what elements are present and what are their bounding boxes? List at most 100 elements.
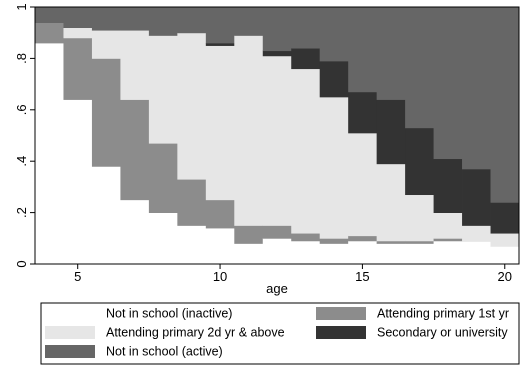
legend-swatch [45,345,95,358]
y-axis: 0 .2 .4 .6 .8 1 [14,3,35,268]
legend-box [40,302,520,365]
area-segment-series-2-age-5 [63,27,93,39]
area-segment-series-4-age-5 [63,7,93,28]
area-segment-series-1-age-6 [91,58,121,167]
plot-area [35,7,520,265]
x-axis: 5 10 15 20 [74,264,512,284]
x-axis-title: age [266,281,288,296]
area-segment-series-2-age-10 [205,45,235,201]
area-segment-series-0-age-5 [63,99,93,265]
area-segment-series-1-age-4 [35,22,64,44]
area-segment-series-2-age-7 [120,30,150,100]
legend-label: Attending primary 2d yr & above [106,326,285,340]
legend-label: Not in school (inactive) [106,307,232,321]
area-segment-series-0-age-7 [120,199,150,265]
area-segment-series-1-age-9 [177,179,207,226]
y-tick-label: .2 [14,207,29,218]
area-segment-series-2-age-15 [348,132,378,237]
area-segment-series-1-age-18 [433,238,463,242]
area-segment-series-2-age-14 [319,96,349,239]
area-segment-series-0-age-12 [262,238,292,265]
area-segment-series-0-age-11 [234,243,264,265]
area-segment-series-0-age-14 [319,243,349,265]
legend-label: Attending primary 1st yr [377,307,509,321]
area-segment-series-1-age-11 [234,225,264,244]
area-segment-series-4-age-4 [35,7,64,23]
area-segment-series-0-age-4 [35,42,64,265]
area-segment-series-0-age-18 [433,240,463,265]
area-segment-series-3-age-17 [405,127,434,196]
legend-swatch [316,326,366,339]
area-segment-series-4-age-11 [234,7,264,36]
area-segment-series-2-age-19 [462,225,491,242]
area-segment-series-4-age-6 [91,7,121,31]
area-segment-series-4-age-18 [433,7,463,160]
area-segment-series-4-age-10 [205,7,235,44]
area-segment-series-0-age-19 [462,240,491,265]
area-segment-series-3-age-13 [291,48,321,70]
area-segment-series-2-age-20 [490,233,520,247]
area-segment-series-3-age-20 [490,202,520,234]
x-tick-label: 10 [213,269,227,284]
area-segment-series-2-age-8 [148,35,178,144]
area-segment-series-4-age-17 [405,7,434,129]
area-segment-series-1-age-15 [348,235,378,242]
area-segment-series-2-age-12 [262,55,292,226]
area-segment-series-4-age-16 [376,7,406,100]
y-tick-label: .4 [14,156,29,167]
x-tick-label: 5 [74,269,81,284]
area-segment-series-0-age-17 [405,243,434,265]
area-segment-series-0-age-16 [376,243,406,265]
y-tick-label: 0 [14,260,29,267]
area-segment-series-0-age-8 [148,212,178,265]
y-tick-label: 1 [14,3,29,10]
area-segment-series-3-age-15 [348,91,378,134]
area-segment-series-1-age-13 [291,233,321,242]
area-segment-series-2-age-17 [405,194,434,242]
area-segment-series-4-age-15 [348,7,378,93]
area-segment-series-4-age-13 [291,7,321,49]
area-segment-series-4-age-19 [462,7,491,170]
area-segment-series-0-age-9 [177,225,207,265]
area-segment-series-2-age-6 [91,30,121,59]
area-segment-series-4-age-8 [148,7,178,36]
y-tick-label: .6 [14,104,29,115]
area-segment-series-2-age-16 [376,163,406,242]
area-segment-series-1-age-8 [148,143,178,213]
area-segment-series-3-age-18 [433,158,463,213]
legend-swatch [45,307,95,320]
area-segment-series-3-age-10 [205,42,235,46]
x-tick-label: 20 [498,269,512,284]
area-segment-series-1-age-10 [205,199,235,229]
area-segment-series-1-age-17 [405,240,434,244]
legend-label: Secondary or university [377,326,508,340]
area-segment-series-4-age-20 [490,7,520,203]
area-segment-series-4-age-12 [262,7,292,52]
area-segment-series-2-age-13 [291,68,321,234]
area-segment-series-0-age-6 [91,166,121,265]
area-segment-series-3-age-16 [376,99,406,165]
area-segment-series-3-age-14 [319,60,349,98]
legend: Not in school (inactive) Attending primar… [40,302,520,365]
legend-swatch [316,307,366,320]
area-segment-series-0-age-13 [291,240,321,265]
area-segment-series-2-age-11 [234,35,264,226]
x-tick-label: 15 [355,269,369,284]
area-segment-series-1-age-7 [120,99,150,201]
area-segment-series-0-age-20 [490,246,520,265]
area-segment-series-1-age-14 [319,238,349,244]
legend-label: Not in school (active) [106,345,223,359]
area-segment-series-0-age-10 [205,228,235,265]
area-segment-series-3-age-12 [262,50,292,57]
area-segment-series-4-age-14 [319,7,349,62]
area-segment-series-1-age-5 [63,37,93,100]
area-segment-series-4-age-9 [177,7,207,34]
area-segment-series-1-age-12 [262,225,292,239]
area-segment-series-2-age-9 [177,32,207,180]
area-segment-series-4-age-7 [120,7,150,31]
area-segment-series-3-age-19 [462,168,491,226]
legend-swatch [45,326,95,339]
area-segment-series-1-age-16 [376,240,406,244]
area-segment-series-0-age-15 [348,240,378,265]
